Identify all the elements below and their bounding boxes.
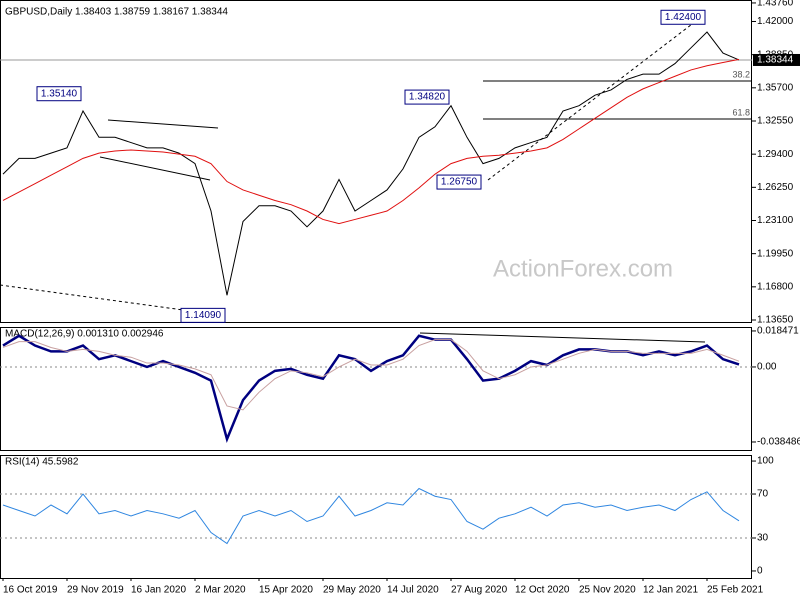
y-tick-label: 70 xyxy=(757,489,769,500)
x-tick-label: 14 Jul 2020 xyxy=(387,585,439,596)
macd-panel xyxy=(0,327,752,451)
last-price-box xyxy=(753,53,800,66)
fib-label: 61.8 xyxy=(732,107,750,117)
chart-title: GBPUSD,Daily 1.38403 1.38759 1.38167 1.3… xyxy=(5,7,228,18)
trend-line xyxy=(107,119,219,129)
annotation-label: 1.26750 xyxy=(441,177,478,188)
last-price-label: 1.38344 xyxy=(757,55,794,66)
y-tick-label: 1.19950 xyxy=(757,248,794,259)
trend-line xyxy=(419,332,706,343)
annotation-label: 1.14090 xyxy=(185,310,222,321)
trend-line xyxy=(487,17,701,181)
trend-line xyxy=(99,156,211,181)
y-tick-label: 1.35700 xyxy=(757,82,794,93)
fib-label: 38.2 xyxy=(732,69,750,79)
trend-line xyxy=(0,284,221,316)
annotation-box xyxy=(36,86,82,102)
y-tick-label: -0.038486 xyxy=(757,437,800,448)
rsi-panel xyxy=(0,455,752,579)
annotation-box xyxy=(404,89,450,105)
y-tick-label: 1.13650 xyxy=(757,315,794,326)
y-tick-label: 1.23100 xyxy=(757,215,794,226)
x-tick-label: 16 Oct 2019 xyxy=(3,585,58,596)
x-tick-label: 2 Mar 2020 xyxy=(195,585,246,596)
y-tick-label: 30 xyxy=(757,533,769,544)
macd-title: MACD(12,26,9) 0.001310 0.002946 xyxy=(5,329,164,340)
x-tick-label: 16 Jan 2020 xyxy=(131,585,186,596)
x-tick-label: 29 May 2020 xyxy=(323,585,381,596)
annotation-label: 1.35140 xyxy=(41,88,78,99)
y-tick-label: 1.16800 xyxy=(757,281,794,292)
series-line xyxy=(2,31,740,296)
series-line xyxy=(2,487,740,545)
annotation-box xyxy=(660,9,706,25)
y-tick-label: 1.29400 xyxy=(757,149,794,160)
rsi-title: RSI(14) 45.5982 xyxy=(5,457,79,468)
annotation-label: 1.34820 xyxy=(409,92,446,103)
x-tick-label: 12 Oct 2020 xyxy=(515,585,570,596)
annotation-label: 1.42400 xyxy=(665,12,702,23)
price-panel xyxy=(0,0,752,323)
series-line xyxy=(2,339,740,411)
y-tick-label: 0.018471 xyxy=(757,326,799,337)
y-tick-label: 1.32550 xyxy=(757,116,794,127)
x-tick-label: 29 Nov 2019 xyxy=(67,585,124,596)
annotation-box xyxy=(180,307,226,323)
x-tick-label: 25 Nov 2020 xyxy=(579,585,636,596)
y-tick-label: 0 xyxy=(757,566,763,577)
annotation-box xyxy=(436,174,482,190)
x-tick-label: 27 Aug 2020 xyxy=(451,585,508,596)
y-tick-label: 1.43760 xyxy=(757,0,794,9)
watermark: ActionForex.com xyxy=(493,255,673,282)
y-tick-label: 0.00 xyxy=(757,362,777,373)
y-tick-label: 1.42000 xyxy=(757,16,794,27)
x-tick-label: 12 Jan 2021 xyxy=(643,585,698,596)
x-tick-label: 15 Apr 2020 xyxy=(259,585,313,596)
y-tick-label: 1.26250 xyxy=(757,182,794,193)
x-tick-label: 25 Feb 2021 xyxy=(707,585,764,596)
y-tick-label: 100 xyxy=(757,456,774,467)
series-line xyxy=(2,58,740,225)
